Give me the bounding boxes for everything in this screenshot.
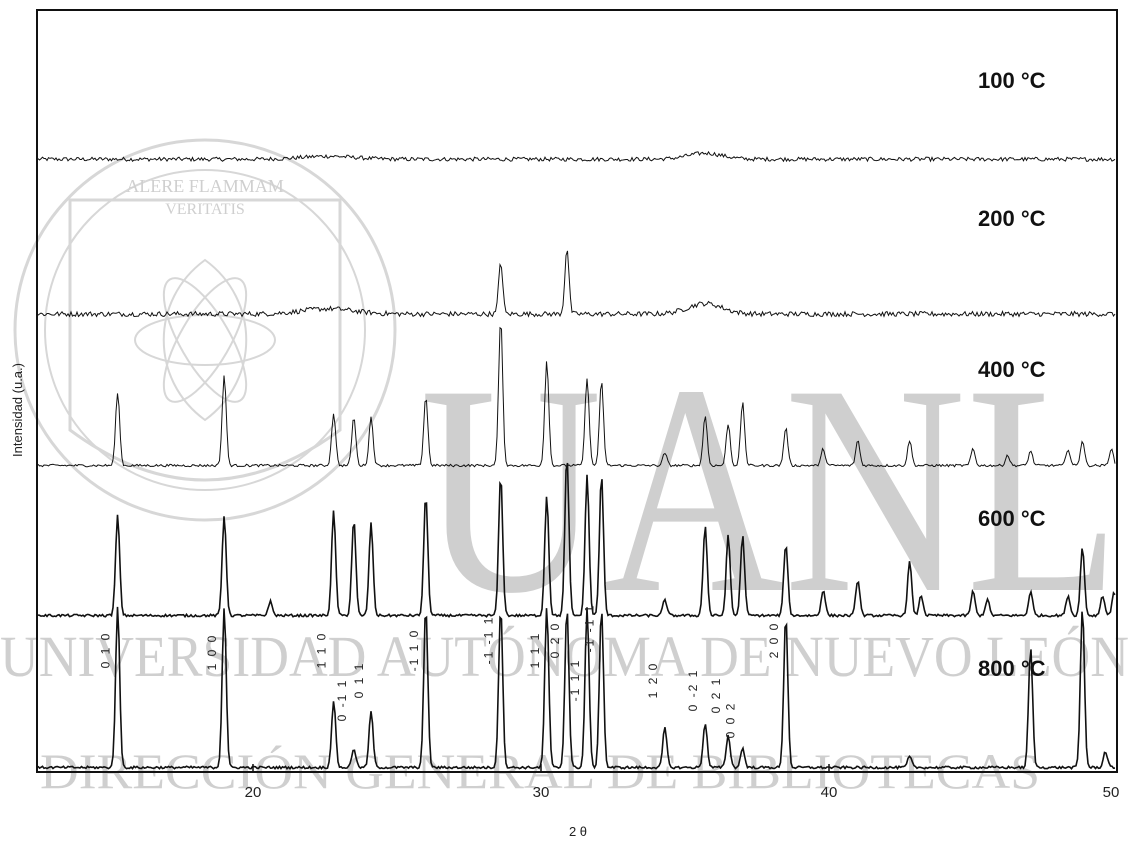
y-axis-label: Intensidad (u.a.) bbox=[10, 363, 25, 457]
miller-index-label: 1 2 0 bbox=[646, 662, 660, 699]
plot-frame bbox=[36, 9, 1118, 773]
miller-index-label: 0 1 0 bbox=[99, 632, 113, 669]
miller-index-label: 0 0 2 bbox=[724, 702, 738, 739]
x-axis-ticks: 20 30 40 50 bbox=[245, 764, 1120, 801]
xrd-trace bbox=[37, 250, 1116, 318]
watermark-motto-line1: ALERE FLAMMAM bbox=[126, 176, 284, 196]
xrd-trace bbox=[37, 462, 1116, 619]
miller-index-label: 1 1 1 bbox=[528, 632, 542, 669]
temperature-label: 100 °C bbox=[978, 68, 1046, 93]
miller-index-label: 1 1 0 bbox=[315, 632, 329, 669]
watermark-big-letters: UANL bbox=[420, 323, 1120, 655]
xrd-trace bbox=[37, 326, 1116, 468]
temperature-label: 400 °C bbox=[978, 357, 1046, 382]
miller-index-label: 2 0 0 bbox=[767, 622, 781, 659]
x-axis-label: 2 θ bbox=[569, 824, 587, 839]
diffraction-traces bbox=[37, 150, 1116, 771]
miller-index-label: -1 -1 1 bbox=[582, 604, 596, 653]
x-tick-label: 30 bbox=[533, 784, 550, 801]
miller-index-label: -1 1 0 bbox=[407, 629, 421, 672]
miller-index-label: 1 0 0 bbox=[205, 634, 219, 671]
university-seal bbox=[13, 138, 397, 522]
miller-index-label: -1 1 1 bbox=[568, 659, 582, 702]
xrd-trace bbox=[37, 606, 1116, 771]
temperature-label: 200 °C bbox=[978, 206, 1046, 231]
miller-index-label: -1 -1 1 bbox=[482, 616, 496, 665]
watermark-motto-line2: VERITATIS bbox=[165, 201, 245, 218]
temperature-labels: 100 °C 200 °C 400 °C 600 °C 800 °C bbox=[978, 68, 1046, 681]
temperature-label: 800 °C bbox=[978, 656, 1046, 681]
miller-index-label: 0 2 1 bbox=[709, 677, 723, 714]
miller-index-label: 0 1 1 bbox=[352, 662, 366, 699]
x-tick-label: 40 bbox=[821, 784, 838, 801]
miller-index-label: 0 2 0 bbox=[548, 622, 562, 659]
x-tick-label: 50 bbox=[1103, 784, 1120, 801]
miller-index-label: 0 -2 1 bbox=[686, 669, 700, 712]
miller-index-label: 0 -1 1 bbox=[335, 679, 349, 722]
temperature-label: 600 °C bbox=[978, 506, 1046, 531]
xrd-trace bbox=[37, 150, 1116, 163]
x-tick-label: 20 bbox=[245, 784, 262, 801]
